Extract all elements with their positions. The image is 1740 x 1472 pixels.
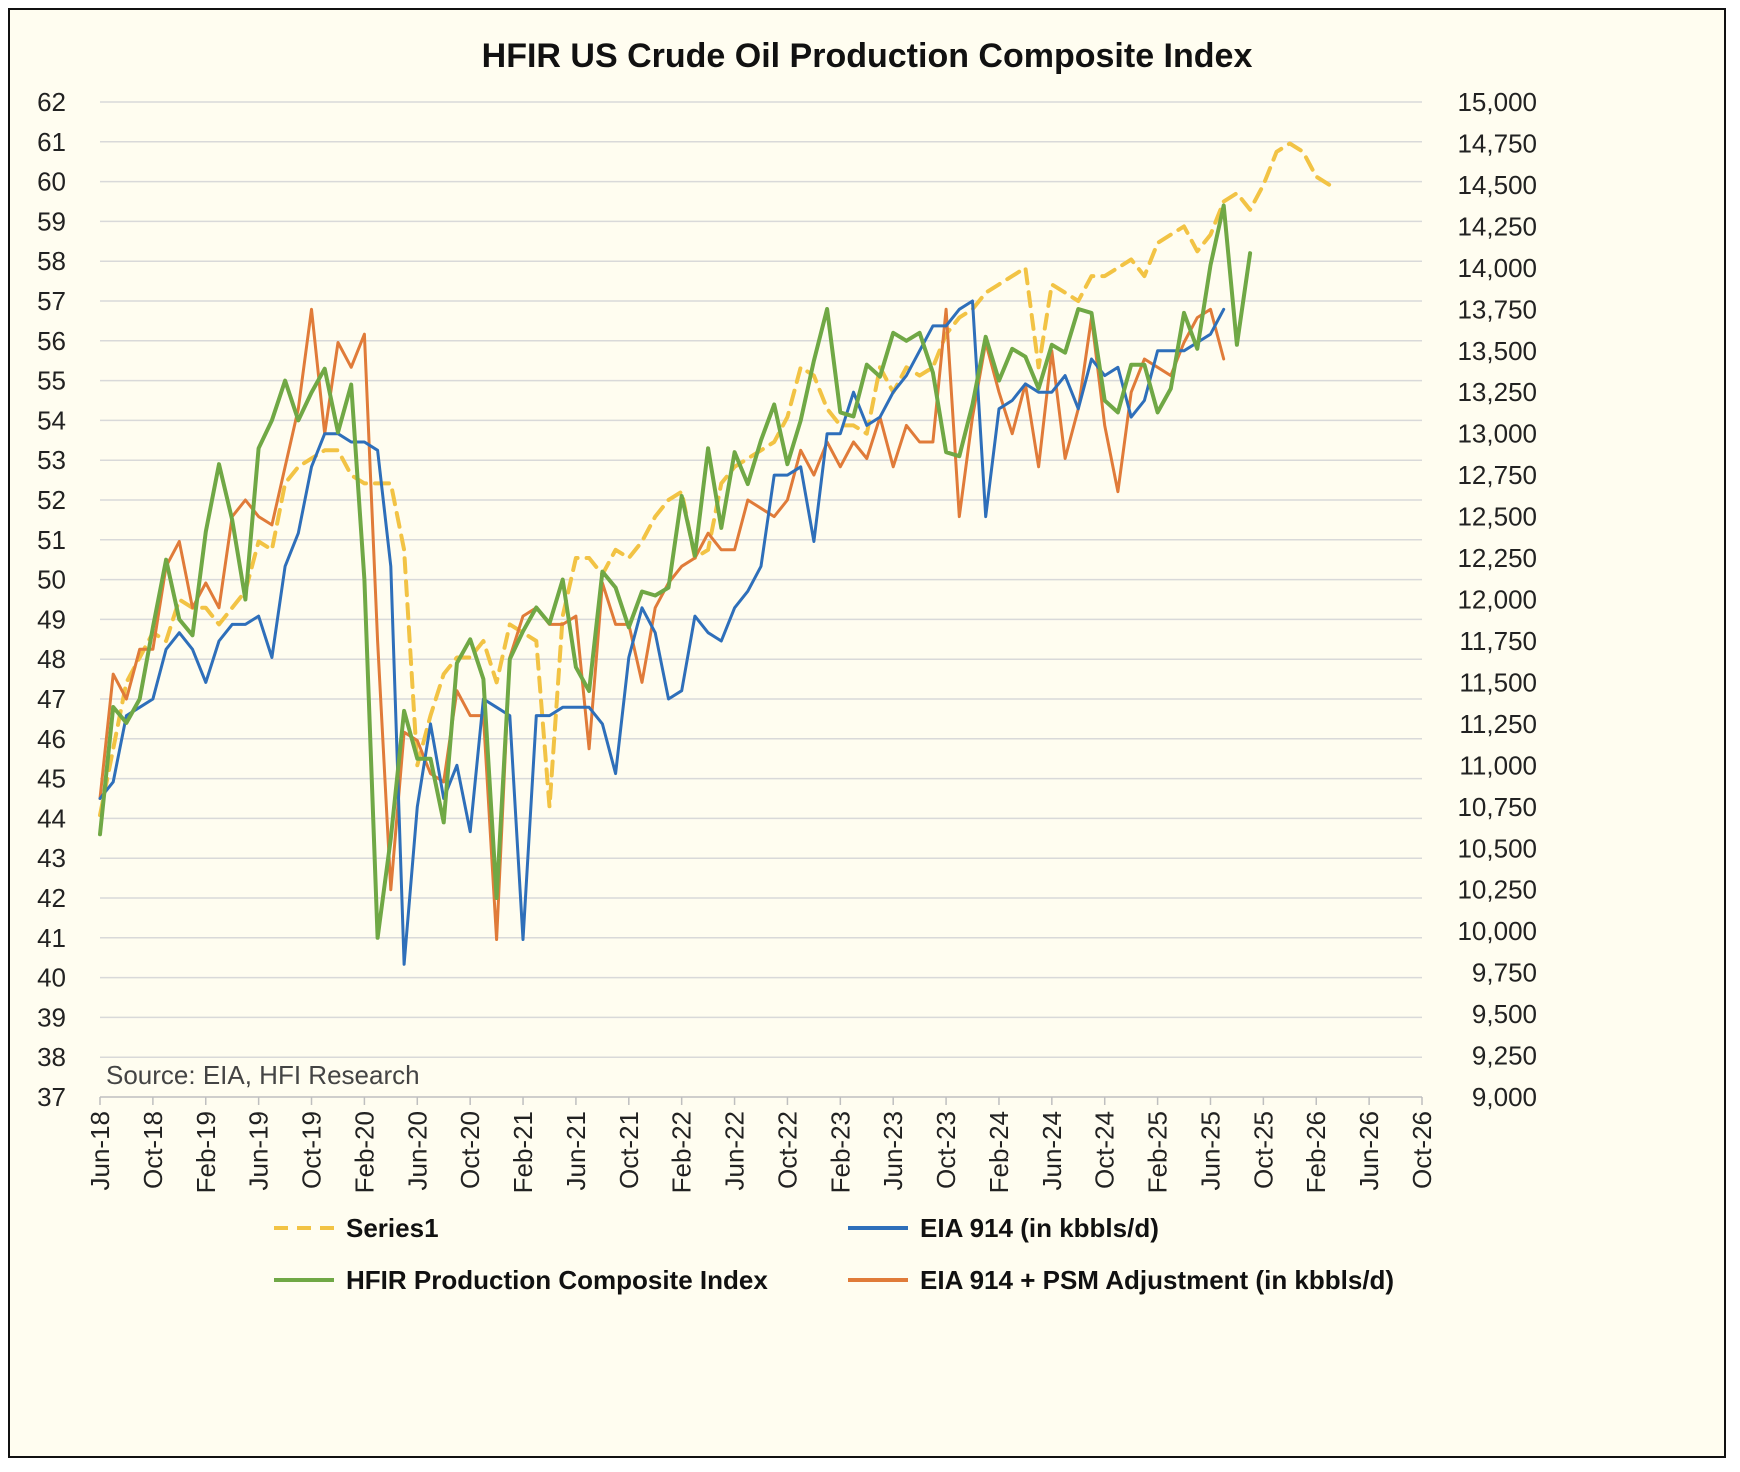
right-tick-label: 9,250 — [1472, 1041, 1537, 1071]
series-line-3 — [98, 307, 1226, 941]
grid-layer — [100, 101, 1422, 1058]
x-axis-ticks: Jun-18 Oct-18 Feb-19 Jun-19 Oct-19 Feb-20 Jun-… — [85, 1097, 1437, 1193]
legend-label: Series1 — [346, 1213, 439, 1243]
x-tick-label: Oct-24 — [1090, 1111, 1120, 1189]
x-tick-label: Feb-26 — [1301, 1111, 1331, 1193]
right-tick-label: 11,500 — [1459, 667, 1537, 697]
right-tick-label: 13,250 — [1457, 377, 1537, 407]
left-tick-label: 49 — [37, 604, 66, 634]
x-tick-label: Jun-23 — [878, 1111, 908, 1191]
left-tick-label: 42 — [37, 883, 66, 913]
right-tick-label: 13,500 — [1457, 336, 1537, 366]
right-tick-label: 10,250 — [1457, 875, 1537, 905]
right-tick-label: 12,000 — [1457, 585, 1537, 615]
right-tick-label: 10,500 — [1457, 833, 1537, 863]
left-tick-label: 47 — [37, 684, 66, 714]
series-line-0 — [98, 141, 1332, 818]
x-tick-label: Feb-19 — [191, 1111, 221, 1193]
x-tick-label: Oct-23 — [931, 1111, 961, 1189]
x-tick-label: Oct-18 — [138, 1111, 168, 1189]
right-tick-label: 15,000 — [1457, 87, 1537, 117]
right-tick-label: 10,750 — [1457, 792, 1537, 822]
right-tick-label: 9,750 — [1472, 958, 1537, 988]
right-tick-label: 13,750 — [1457, 294, 1537, 324]
x-tick-label: Feb-24 — [984, 1111, 1014, 1193]
left-tick-label: 61 — [37, 127, 66, 157]
right-tick-label: 14,250 — [1457, 211, 1537, 241]
left-tick-label: 51 — [37, 525, 66, 555]
right-tick-label: 9,500 — [1472, 999, 1537, 1029]
x-tick-label: Jun-21 — [561, 1111, 591, 1191]
x-tick-label: Oct-21 — [614, 1111, 644, 1189]
x-tick-label: Feb-25 — [1143, 1111, 1173, 1193]
chart-title: HFIR US Crude Oil Production Composite I… — [482, 37, 1253, 75]
left-tick-label: 44 — [37, 803, 66, 833]
x-tick-label: Jun-24 — [1037, 1111, 1067, 1191]
left-tick-label: 60 — [37, 167, 66, 197]
x-tick-label: Oct-19 — [297, 1111, 327, 1189]
right-tick-label: 9,000 — [1472, 1082, 1537, 1112]
left-tick-label: 62 — [37, 87, 66, 117]
x-tick-label: Feb-22 — [667, 1111, 697, 1193]
series-line-2 — [98, 203, 1253, 940]
legend-label: HFIR Production Composite Index — [346, 1265, 768, 1295]
right-tick-label: 12,750 — [1457, 460, 1537, 490]
left-tick-label: 39 — [37, 1002, 66, 1032]
series-line-1 — [98, 299, 1226, 966]
right-tick-label: 13,000 — [1457, 419, 1537, 449]
left-tick-label: 55 — [37, 366, 66, 396]
left-tick-label: 57 — [37, 286, 66, 316]
left-tick-label: 38 — [37, 1042, 66, 1072]
x-tick-label: Jun-19 — [244, 1111, 274, 1191]
left-tick-label: 48 — [37, 644, 66, 674]
chart-frame: HFIR US Crude Oil Production Composite I… — [8, 8, 1726, 1458]
x-tick-label: Feb-23 — [825, 1111, 855, 1193]
left-tick-label: 40 — [37, 963, 66, 993]
x-tick-label: Feb-21 — [508, 1111, 538, 1193]
right-tick-label: 12,250 — [1457, 543, 1537, 573]
right-tick-label: 14,750 — [1457, 128, 1537, 158]
legend-label: EIA 914 (in kbbls/d) — [920, 1213, 1159, 1243]
x-tick-label: Jun-18 — [85, 1111, 115, 1191]
right-tick-label: 11,000 — [1459, 750, 1537, 780]
x-tick-label: Jun-26 — [1354, 1111, 1384, 1191]
right-tick-label: 12,500 — [1457, 502, 1537, 532]
left-tick-label: 37 — [37, 1082, 66, 1112]
left-tick-label: 46 — [37, 724, 66, 754]
x-tick-label: Jun-22 — [720, 1111, 750, 1191]
x-tick-label: Oct-20 — [455, 1111, 485, 1189]
right-axis-ticks: 9,000 9,250 9,500 9,750 10,000 10,250 10,500 10… — [1457, 87, 1537, 1112]
x-tick-label: Feb-20 — [349, 1111, 379, 1193]
left-tick-label: 59 — [37, 206, 66, 236]
right-tick-label: 10,000 — [1457, 916, 1537, 946]
x-tick-label: Jun-25 — [1195, 1111, 1225, 1191]
series-layer — [98, 141, 1332, 966]
legend: Series1 EIA 914 (in kbbls/d) HFIR Producti… — [274, 1213, 1394, 1295]
right-tick-label: 14,000 — [1457, 253, 1537, 283]
source-note: Source: EIA, HFI Research — [106, 1060, 420, 1090]
left-tick-label: 58 — [37, 246, 66, 276]
legend-label: EIA 914 + PSM Adjustment (in kbbls/d) — [920, 1265, 1394, 1295]
right-tick-label: 14,500 — [1457, 170, 1537, 200]
left-tick-label: 52 — [37, 485, 66, 515]
chart-svg: HFIR US Crude Oil Production Composite I… — [37, 37, 1537, 1295]
x-tick-label: Oct-26 — [1407, 1111, 1437, 1189]
left-tick-label: 41 — [37, 923, 66, 953]
x-tick-label: Oct-22 — [772, 1111, 802, 1189]
left-tick-label: 43 — [37, 843, 66, 873]
left-axis-ticks: 37 38 39 40 41 42 43 44 45 46 47 48 49 50 51 52 53 54 55 56… — [37, 87, 66, 1112]
x-tick-label: Oct-25 — [1248, 1111, 1278, 1189]
right-tick-label: 11,750 — [1459, 626, 1537, 656]
right-tick-label: 11,250 — [1459, 709, 1537, 739]
left-tick-label: 53 — [37, 445, 66, 475]
left-tick-label: 45 — [37, 764, 66, 794]
left-tick-label: 56 — [37, 326, 66, 356]
left-tick-label: 50 — [37, 565, 66, 595]
left-tick-label: 54 — [37, 405, 66, 435]
x-tick-label: Jun-20 — [402, 1111, 432, 1191]
